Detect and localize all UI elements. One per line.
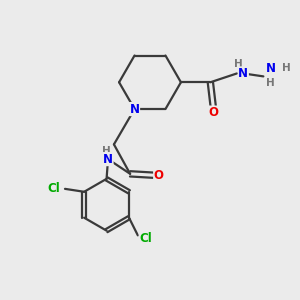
Text: Cl: Cl bbox=[48, 182, 61, 195]
Text: N: N bbox=[266, 61, 276, 75]
Text: H: H bbox=[102, 146, 111, 156]
Text: N: N bbox=[103, 153, 113, 166]
Text: N: N bbox=[238, 67, 248, 80]
Text: H: H bbox=[234, 59, 243, 69]
Text: H: H bbox=[266, 78, 275, 88]
Text: N: N bbox=[130, 103, 140, 116]
Text: O: O bbox=[208, 106, 218, 119]
Text: O: O bbox=[154, 169, 164, 182]
Text: Cl: Cl bbox=[139, 232, 152, 245]
Text: H: H bbox=[282, 63, 290, 73]
